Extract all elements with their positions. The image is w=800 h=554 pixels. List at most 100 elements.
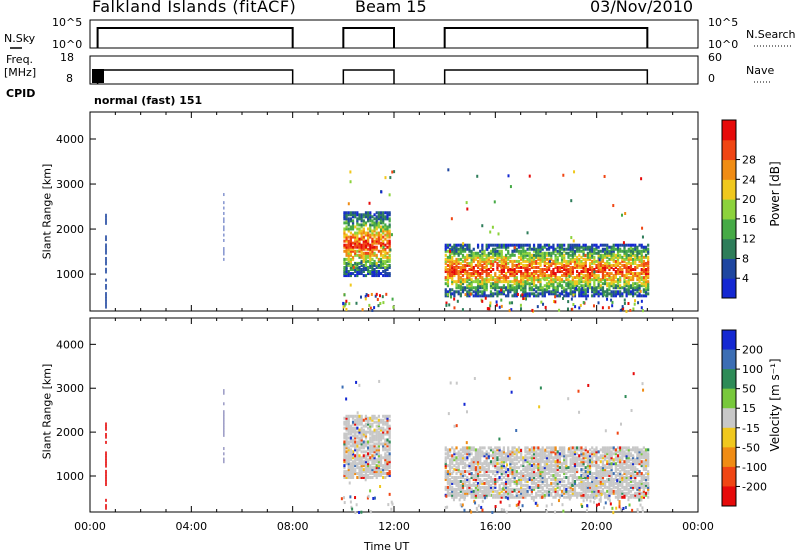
range-cell: [345, 245, 348, 249]
range-cell: [543, 245, 546, 249]
range-cell: [560, 284, 564, 288]
range-cell: [614, 462, 617, 466]
range-cell: [511, 265, 514, 269]
range-cell: [515, 462, 518, 466]
range-cell: [616, 278, 620, 282]
range-cell: [476, 284, 480, 288]
range-cell: [522, 253, 525, 257]
range-cell: [520, 307, 523, 311]
range-cell: [580, 450, 583, 454]
range-cell: [461, 282, 465, 286]
range-cell: [369, 472, 372, 476]
range-cell: [360, 245, 363, 249]
range-cell: [379, 257, 383, 261]
range-cell: [371, 446, 374, 450]
range-cell: [532, 259, 536, 263]
range-cell: [377, 270, 380, 274]
range-cell: [382, 231, 385, 235]
range-cell: [610, 247, 613, 251]
range-cell: [466, 261, 469, 265]
range-cell: [382, 213, 385, 217]
range-cell: [597, 251, 600, 255]
range-cell: [642, 456, 645, 460]
range-cell: [563, 290, 566, 294]
range-cell: [543, 450, 546, 454]
range-cell: [388, 245, 391, 249]
range-cell: [567, 493, 570, 497]
range-cell: [371, 272, 374, 276]
noise-segment-1: [342, 27, 395, 48]
range-cell: [585, 297, 588, 301]
range-cell: [523, 296, 526, 300]
range-cell: [451, 272, 454, 276]
range-cell: [369, 223, 372, 227]
range-cell: [509, 454, 512, 458]
range-cell: [537, 292, 540, 296]
range-cell: [586, 485, 589, 489]
range-cell: [578, 464, 581, 468]
range-cell: [640, 282, 643, 286]
range-cell: [496, 282, 499, 286]
range-cell: [644, 468, 648, 472]
range-cell: [362, 253, 365, 257]
range-cell: [634, 495, 637, 499]
range-cell: [582, 263, 585, 267]
range-cell: [457, 462, 460, 466]
range-cell: [576, 257, 579, 261]
range-cell: [642, 278, 645, 282]
range-cell: [629, 458, 633, 462]
range-cell: [343, 239, 346, 243]
range-cell: [642, 481, 645, 485]
range-cell: [375, 231, 378, 235]
range-cell: [485, 493, 488, 497]
range-cell: [469, 292, 472, 296]
range-cell: [392, 305, 395, 309]
range-cell: [563, 466, 566, 470]
range-cell: [537, 247, 540, 251]
range-cell: [528, 462, 531, 466]
range-cell: [362, 470, 365, 474]
range-cell: [485, 460, 488, 464]
range-cell: [647, 286, 650, 290]
range-cell: [371, 418, 374, 422]
range-cell: [342, 302, 345, 306]
range-cell: [526, 493, 529, 497]
range-cell: [599, 253, 602, 257]
range-cell: [377, 272, 380, 276]
range-cell: [367, 454, 370, 458]
range-cell: [448, 448, 452, 452]
range-cell: [487, 446, 490, 450]
range-cell: [459, 278, 462, 282]
range-cell: [552, 261, 555, 265]
range-cell: [476, 481, 480, 485]
range-cell: [526, 466, 529, 470]
range-cell: [614, 481, 617, 485]
range-cell: [388, 436, 391, 440]
range-cell: [560, 259, 564, 263]
streak-cell: [105, 256, 107, 260]
range-cell: [578, 493, 581, 497]
range-cell: [548, 458, 551, 462]
range-cell: [640, 454, 643, 458]
range-cell: [528, 247, 531, 251]
noise-segment-2: [443, 27, 649, 48]
range-cell: [388, 233, 391, 237]
range-cell: [496, 294, 499, 298]
range-cell: [573, 470, 577, 474]
range-cell: [500, 270, 503, 274]
range-cell: [558, 456, 561, 460]
range-cell: [522, 491, 525, 495]
range-cell: [597, 456, 600, 460]
range-cell: [554, 253, 557, 257]
range-cell: [556, 466, 559, 470]
range-cell: [349, 466, 352, 470]
range-cell: [496, 257, 499, 261]
range-cell: [588, 274, 592, 278]
range-cell: [377, 450, 380, 454]
range-cell: [479, 493, 482, 497]
range-cell: [386, 274, 389, 278]
range-cell: [642, 460, 645, 464]
range-cell: [550, 290, 553, 294]
range-cell: [524, 468, 527, 472]
range-cell: [567, 272, 570, 276]
